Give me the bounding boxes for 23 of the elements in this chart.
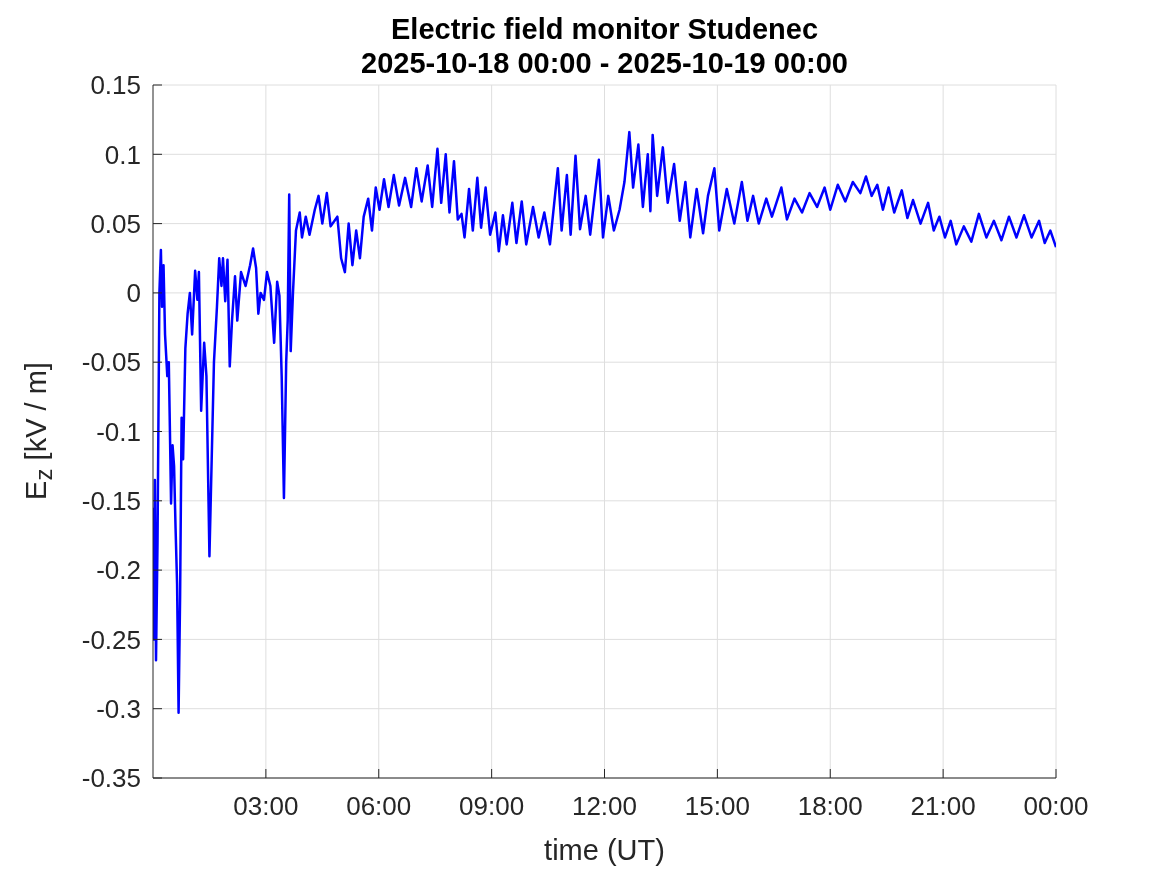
y-tick-label: -0.2: [96, 555, 141, 586]
y-tick-label: -0.3: [96, 693, 141, 724]
chart-subtitle: 2025-10-18 00:00 - 2025-10-19 00:00: [360, 46, 849, 80]
y-tick-label: -0.25: [81, 624, 141, 655]
line-series: [153, 130, 1056, 715]
y-tick-label: -0.05: [81, 347, 141, 378]
y-tick-label: -0.15: [81, 486, 141, 517]
x-tick-label: 12:00: [571, 791, 638, 822]
x-tick-label: 00:00: [1023, 791, 1089, 822]
y-tick-label: -0.35: [81, 763, 141, 794]
x-tick-label: 15:00: [684, 791, 750, 822]
x-tick-label: 03:00: [233, 791, 299, 822]
y-tick-label: 0: [126, 278, 141, 309]
chart-title: Electric field monitor Studenec: [390, 12, 819, 46]
x-axis-title: time (UT): [543, 833, 666, 868]
x-tick-label: 18:00: [797, 791, 863, 822]
y-tick-label: 0.15: [90, 70, 141, 101]
x-tick-label: 06:00: [346, 791, 412, 822]
y-tick-label: -0.1: [96, 416, 141, 447]
y-tick-label: 0.1: [104, 139, 141, 170]
y-tick-label: 0.05: [90, 208, 141, 239]
x-tick-label: 21:00: [910, 791, 976, 822]
x-tick-label: 09:00: [459, 791, 525, 822]
